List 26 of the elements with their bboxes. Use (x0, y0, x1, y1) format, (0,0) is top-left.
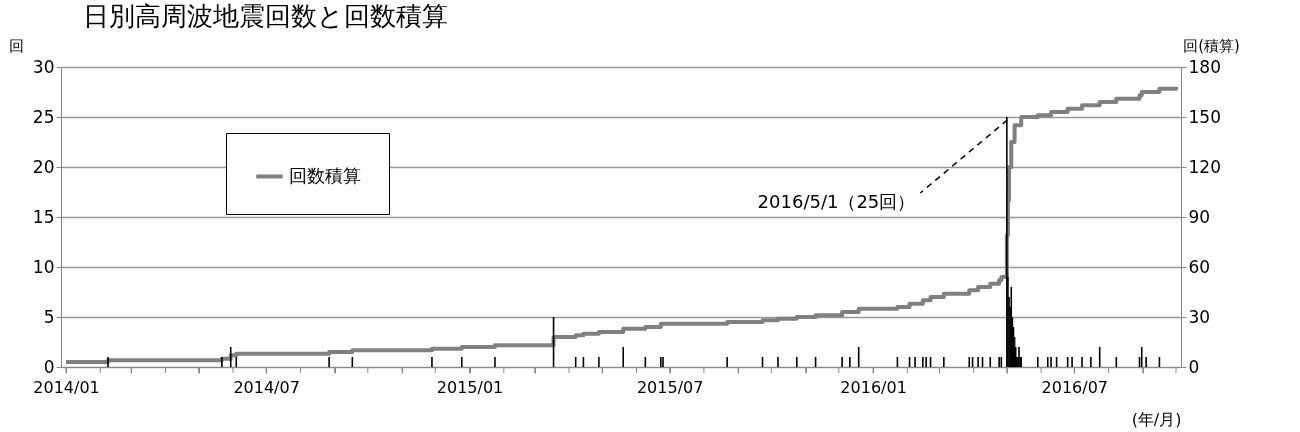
legend-label: 回数積算 (289, 164, 361, 186)
x-tick-label: 2014/07 (233, 377, 300, 397)
chart-title: 日別高周波地震回数と回数積算 (83, 1, 448, 31)
y-tick-label: 0 (43, 356, 55, 377)
y-tick-label: 10 (32, 256, 55, 277)
y2-tick-label: 150 (1188, 106, 1221, 127)
y-tick-label: 25 (32, 106, 55, 127)
y-axis-title: 回 (8, 36, 24, 55)
y2-tick-label: 30 (1188, 306, 1211, 327)
x-tick-label: 2015/07 (636, 377, 704, 397)
x-axis-title: (年/月) (1131, 409, 1182, 429)
x-tick-label: 2016/01 (840, 377, 907, 397)
y2-axis-title: 回(積算) (1183, 36, 1240, 55)
y-tick-label: 30 (32, 56, 55, 77)
y2-tick-label: 90 (1188, 206, 1211, 227)
x-tick-label: 2014/01 (33, 377, 100, 397)
y2-tick-label: 0 (1188, 356, 1200, 377)
y-tick-label: 5 (43, 306, 55, 327)
y2-tick-label: 60 (1188, 256, 1211, 277)
x-tick-label: 2016/07 (1041, 377, 1109, 397)
y2-tick-label: 180 (1188, 56, 1221, 77)
annotation: 2016/5/1（25回） (757, 191, 916, 212)
y-tick-label: 15 (32, 206, 55, 227)
y2-tick-label: 120 (1188, 156, 1221, 177)
x-tick-label: 2015/01 (436, 377, 504, 397)
y-tick-label: 20 (32, 156, 55, 177)
